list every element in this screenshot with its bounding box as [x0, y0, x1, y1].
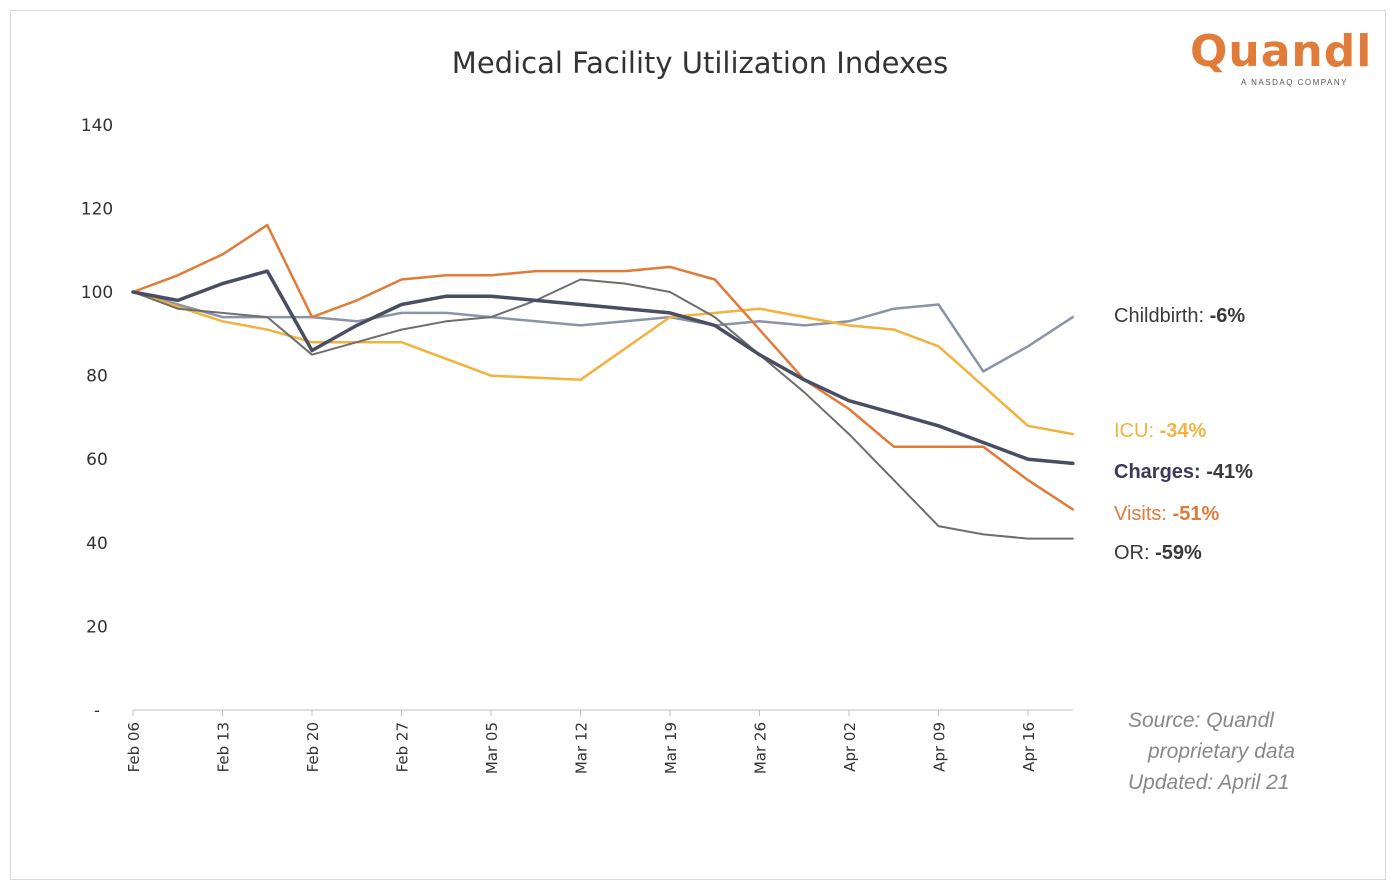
label-separator: :	[1198, 305, 1209, 327]
quandl-logo: Quandl A NASDAQ COMPANY	[1190, 26, 1373, 88]
series-line-or	[132, 278, 1074, 540]
series-name: OR	[1114, 542, 1144, 564]
x-tick-label: Apr 09	[931, 722, 949, 772]
label-separator: :	[1148, 420, 1159, 442]
x-tick-label: Feb 27	[394, 722, 412, 772]
end-label-childbirth: Childbirth: -6%	[1114, 305, 1245, 327]
source-note: Source: Quandl proprietary data Updated:…	[1128, 705, 1295, 798]
x-axis-ticks: Feb 06 Feb 13 Feb 20 Feb 27 Mar 05 Mar 12 Mar …	[125, 710, 1038, 774]
series-end-labels: Childbirth: -6% ICU: -34% Visits: -51% OR: …	[1114, 305, 1253, 564]
series-line-visits	[131, 223, 1075, 511]
y-tick-label: 20	[86, 617, 108, 637]
y-tick-label: 40	[86, 534, 108, 554]
series-name: ICU	[1114, 420, 1148, 442]
logo-wordmark: Quandl	[1190, 26, 1373, 77]
source-line-3: Updated: April 21	[1128, 771, 1290, 794]
x-tick-label: Apr 02	[841, 722, 859, 772]
series-name: Charges	[1114, 461, 1194, 483]
x-tick-label: Mar 19	[662, 722, 680, 774]
x-tick-label: Mar 12	[573, 722, 591, 774]
x-tick-label: Mar 26	[752, 722, 770, 774]
x-tick-label: Feb 06	[125, 722, 143, 772]
series-line-childbirth	[131, 290, 1075, 373]
y-tick-label: 60	[86, 450, 108, 470]
label-separator: :	[1194, 461, 1206, 483]
end-label-or: OR: -59%	[1114, 542, 1202, 564]
y-tick-label: 80	[86, 367, 108, 387]
series-name: Visits	[1114, 503, 1161, 525]
y-axis-ticks: - 20 40 60 80 100 120 140	[81, 116, 113, 721]
end-label-icu: ICU: -34%	[1114, 420, 1206, 442]
x-tick-label: Feb 13	[215, 722, 233, 772]
y-tick-label: 100	[81, 283, 113, 303]
y-tick-label: -	[94, 701, 100, 721]
label-separator: :	[1144, 542, 1155, 564]
series-change: -34%	[1160, 420, 1207, 442]
chart-frame	[10, 10, 1386, 880]
series-line-charges	[131, 269, 1075, 466]
y-tick-label: 120	[81, 199, 113, 219]
series-change: -51%	[1173, 503, 1220, 525]
series-name: Childbirth	[1114, 305, 1198, 327]
chart-title: Medical Facility Utilization Indexes	[451, 46, 949, 80]
source-line-2: proprietary data	[1148, 740, 1296, 763]
series-change: -6%	[1210, 305, 1246, 327]
series-line-icu	[131, 290, 1075, 436]
series-change: -59%	[1155, 542, 1202, 564]
x-tick-label: Apr 16	[1020, 722, 1038, 772]
series-change: -41%	[1206, 461, 1253, 483]
end-label-charges: Charges: -41%	[1114, 461, 1253, 483]
end-label-visits: Visits: -51%	[1114, 503, 1219, 525]
x-tick-label: Feb 20	[304, 722, 322, 772]
series-lines	[131, 223, 1075, 540]
source-line-1: Source: Quandl	[1128, 709, 1274, 732]
label-separator: :	[1161, 503, 1172, 525]
x-tick-label: Mar 05	[483, 722, 501, 774]
logo-tagline: A NASDAQ COMPANY	[1241, 78, 1348, 87]
y-tick-label: 140	[81, 116, 113, 136]
